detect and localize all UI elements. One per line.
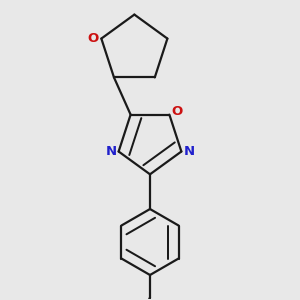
- Text: N: N: [105, 145, 117, 158]
- Text: O: O: [87, 32, 98, 45]
- Text: N: N: [183, 145, 195, 158]
- Text: O: O: [171, 105, 183, 118]
